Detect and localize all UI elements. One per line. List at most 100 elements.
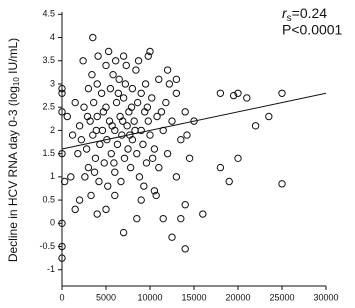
y-tick-label: 3: [50, 78, 55, 88]
y-tick-label: -1: [47, 264, 55, 274]
y-tick-label: 4.5: [42, 9, 55, 19]
data-point: [77, 136, 86, 144]
data-point: [115, 75, 123, 84]
data-point: [141, 80, 150, 88]
data-point: [168, 233, 176, 241]
data-point: [111, 168, 119, 176]
y-tick-label: 3.5: [42, 55, 55, 65]
x-tick-label: 15000: [181, 292, 206, 302]
data-point: [142, 159, 151, 167]
r-value: =0.24: [292, 5, 328, 21]
data-point: [181, 245, 189, 253]
data-point: [98, 126, 107, 135]
data-point: [63, 112, 71, 121]
data-point: [177, 214, 185, 223]
data-point: [278, 180, 286, 188]
data-point: [79, 57, 87, 65]
data-point: [119, 228, 128, 237]
data-point: [181, 201, 189, 209]
data-point: [229, 91, 238, 100]
data-point: [127, 103, 136, 111]
data-point: [84, 163, 93, 172]
data-point: [168, 117, 176, 125]
data-point: [110, 159, 118, 167]
data-point: [58, 149, 66, 158]
data-point: [124, 145, 132, 153]
data-point: [181, 108, 189, 116]
data-point: [159, 214, 167, 223]
data-point: [111, 191, 119, 200]
data-point: [216, 163, 225, 172]
data-point: [134, 57, 143, 65]
data-point: [172, 89, 181, 97]
data-point: [96, 140, 104, 149]
data-point: [165, 80, 174, 88]
data-point: [183, 131, 191, 139]
data-point: [126, 163, 135, 172]
data-point: [133, 98, 142, 107]
data-point: [234, 154, 242, 162]
data-point: [135, 173, 144, 181]
data-point: [94, 52, 102, 60]
y-tick-label: 4: [50, 32, 55, 42]
data-point: [68, 131, 77, 139]
data-point: [118, 131, 126, 139]
data-point: [97, 89, 106, 97]
data-point: [89, 131, 97, 139]
data-point: [108, 122, 116, 130]
data-point: [150, 145, 159, 153]
data-point: [265, 112, 273, 121]
data-point: [67, 173, 75, 181]
data-point: [128, 84, 137, 93]
data-point: [106, 84, 115, 93]
data-point: [58, 89, 66, 97]
y-axis-label: Decline in HCV RNA day 0-3 (log10 IU/mL): [6, 38, 21, 262]
data-point: [80, 103, 88, 111]
y-label-text: IU/mL): [6, 38, 20, 77]
data-point: [133, 149, 141, 158]
data-point: [82, 145, 91, 153]
data-point: [163, 66, 172, 74]
data-point: [93, 80, 101, 88]
data-point: [153, 112, 161, 121]
data-point: [104, 182, 112, 190]
data-point: [58, 84, 66, 93]
data-point: [120, 154, 129, 162]
data-point: [75, 196, 84, 204]
data-point: [157, 108, 166, 116]
annotation-r: rs=0.24: [282, 5, 327, 24]
data-point: [132, 66, 140, 74]
data-point: [107, 149, 115, 158]
data-point: [225, 177, 233, 186]
data-point: [71, 98, 79, 107]
data-point: [95, 177, 103, 186]
data-point: [117, 177, 125, 186]
data-point: [119, 52, 128, 60]
data-point: [88, 70, 96, 79]
data-point: [146, 131, 154, 139]
data-point: [87, 191, 95, 200]
data-point: [139, 140, 147, 149]
data-point: [58, 254, 66, 262]
data-point: [137, 89, 145, 97]
data-point: [93, 210, 101, 218]
r-subscript: s: [287, 13, 292, 24]
data-point: [74, 149, 82, 158]
data-point: [99, 108, 108, 116]
data-point: [143, 103, 152, 111]
data-point: [130, 117, 138, 125]
data-point: [119, 117, 127, 125]
data-point: [172, 173, 181, 181]
data-point: [155, 163, 163, 172]
y-tick-label: 2.5: [42, 102, 55, 112]
data-point: [84, 84, 93, 93]
data-point: [89, 33, 97, 42]
data-point: [89, 98, 98, 107]
data-point: [113, 140, 122, 149]
x-tick-label: 30000: [313, 292, 338, 302]
annotation-p: P<0.0001: [282, 22, 343, 38]
y-tick-label: 0.5: [42, 194, 55, 204]
data-point: [150, 187, 159, 195]
data-point: [172, 75, 181, 84]
data-point: [102, 61, 110, 70]
